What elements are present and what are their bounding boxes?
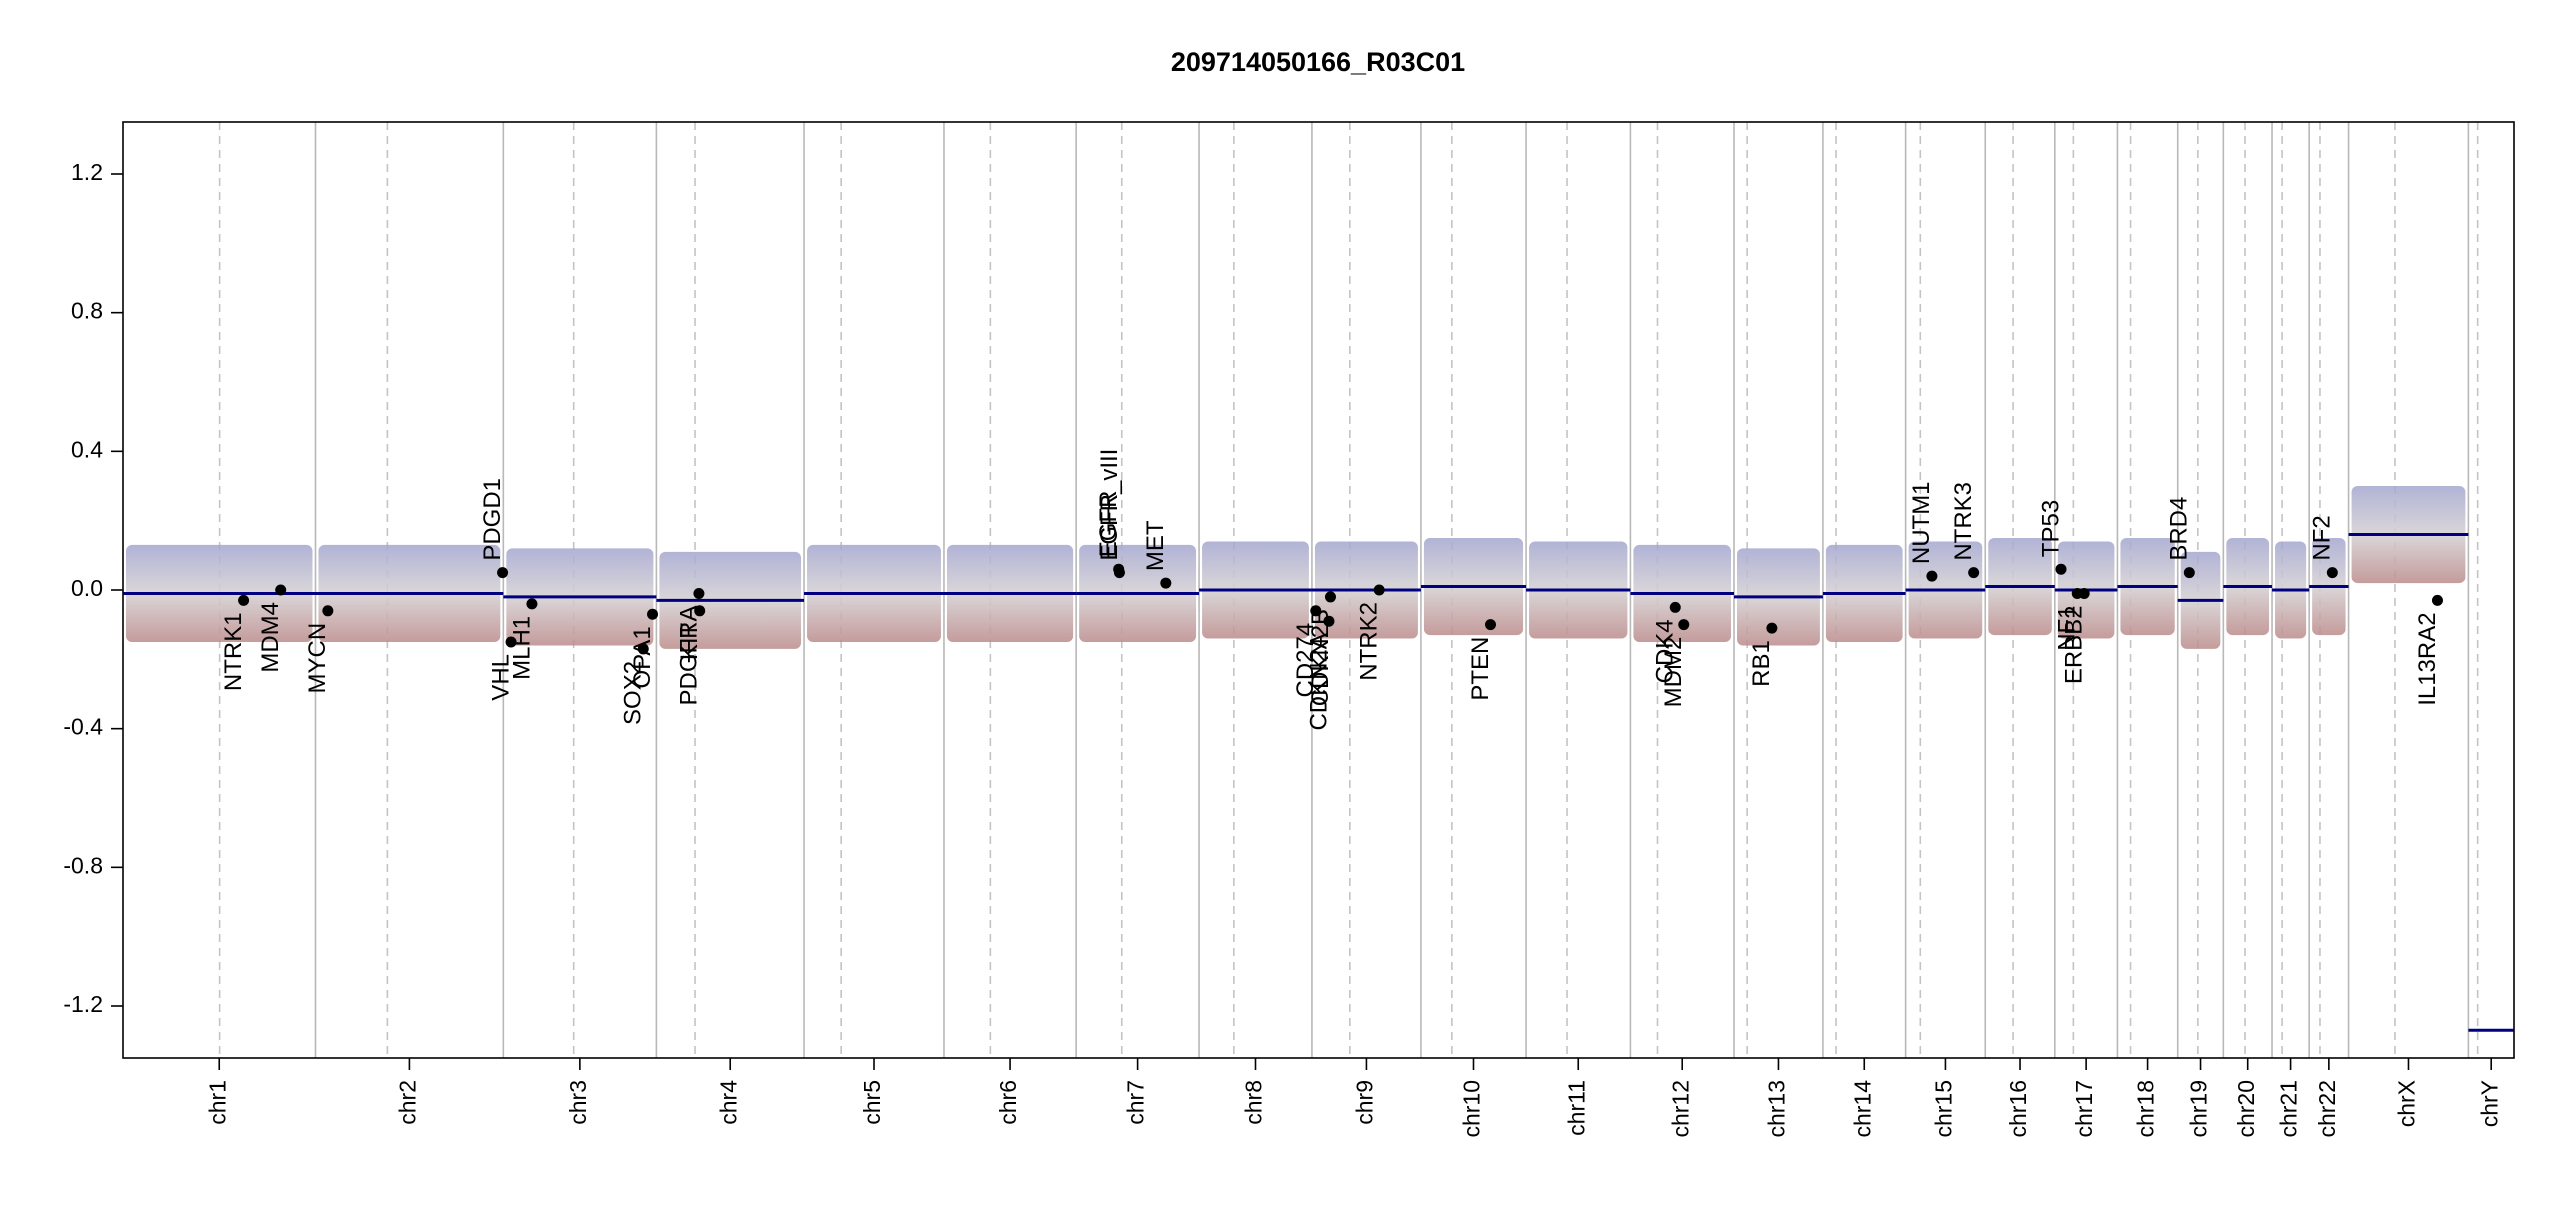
y-tick-label: -1.2 [63, 991, 103, 1017]
y-tick-label: -0.4 [63, 714, 103, 740]
gene-label: IL13RA2 [2414, 612, 2441, 705]
x-tick-label: chr17 [2071, 1080, 2097, 1138]
gene-point [1323, 615, 1335, 627]
plot-frame [122, 121, 2515, 1059]
gene-point [1678, 619, 1690, 631]
gene-point [2326, 567, 2338, 579]
gene-point [637, 643, 649, 655]
y-tick-label: 0.8 [71, 298, 103, 324]
gene-label: PTEN [1467, 637, 1494, 701]
gene-label: CDKN2B [1307, 609, 1334, 706]
gene-label: BRD4 [2166, 497, 2193, 561]
gene-point [2078, 587, 2090, 599]
gene-point [275, 584, 287, 596]
gene-point [2183, 567, 2195, 579]
x-tick-label: chr13 [1764, 1080, 1790, 1138]
gene-label: TP53 [2037, 500, 2064, 557]
gene-label: NF2 [2309, 515, 2336, 560]
chart-title: 209714050166_R03C01 [1171, 47, 1465, 77]
x-tick-label: chr12 [1667, 1080, 1693, 1138]
x-tick-label: chr20 [2233, 1080, 2259, 1138]
gene-point [1324, 591, 1336, 603]
gene-point [1310, 605, 1322, 617]
x-tick-label: chr11 [1563, 1080, 1589, 1136]
x-tick-label: chr22 [2314, 1080, 2340, 1138]
gene-label: CD274 [1292, 623, 1319, 698]
gene-label: MDM2 [1660, 637, 1687, 708]
x-tick-label: chr1 [204, 1080, 230, 1125]
gene-label: EGFR_vIII [1096, 449, 1123, 561]
gene-label: MET [1142, 520, 1169, 571]
y-tick-label: 0.0 [71, 575, 103, 601]
gene-point [526, 598, 538, 610]
gene-point [1485, 619, 1497, 631]
gene-label: EGFR [1095, 491, 1122, 558]
gene-label: MYCN [304, 623, 331, 694]
gene-label: PDGD1 [479, 478, 506, 561]
gene-point [1968, 567, 1980, 579]
x-tick-label: chr16 [2005, 1080, 2031, 1138]
gene-point [2055, 563, 2067, 575]
gene-label: SOX2 [620, 661, 647, 725]
gene-point [2431, 594, 2443, 606]
x-tick-label: chr19 [2186, 1080, 2212, 1138]
gene-label: NF1 [2054, 605, 2081, 650]
gene-point [693, 587, 705, 599]
gene-point [1373, 584, 1385, 596]
gene-point [1669, 601, 1681, 613]
gene-label: NTRK2 [1356, 602, 1383, 681]
x-tick-label: chr5 [859, 1080, 885, 1125]
gene-label: OPA1 [629, 626, 656, 688]
x-tick-label: chr9 [1352, 1080, 1378, 1125]
x-tick-label: chr4 [715, 1080, 741, 1125]
gene-label: RB1 [1748, 640, 1775, 687]
x-tick-label: chr2 [394, 1080, 420, 1125]
gene-point [1113, 567, 1125, 579]
gene-point [505, 636, 517, 648]
gene-point [322, 605, 334, 617]
gene-label: CDKN2A [1305, 633, 1332, 730]
gene-point [1160, 577, 1172, 589]
gene-label: CDK4 [1652, 619, 1679, 683]
gene-point [1766, 622, 1778, 634]
x-tick-label: chr10 [1459, 1080, 1485, 1138]
y-tick-label: 0.4 [71, 436, 103, 462]
gene-label: NTRK3 [1950, 482, 1977, 561]
gene-label: MDM4 [257, 602, 284, 673]
x-tick-label: chr14 [1849, 1080, 1875, 1138]
gene-label: KIT [676, 622, 703, 660]
gene-label: NTRK1 [220, 612, 247, 691]
gene-point [1926, 570, 1938, 582]
gene-label: NUTM1 [1908, 481, 1935, 564]
x-tick-label: chr21 [2276, 1080, 2302, 1138]
y-tick-label: 1.2 [71, 159, 103, 185]
x-tick-label: chr6 [995, 1080, 1021, 1125]
gene-point [238, 594, 250, 606]
gene-label: MLH1 [508, 616, 535, 680]
x-tick-label: chr7 [1123, 1080, 1149, 1125]
gene-label: ERBB2 [2061, 605, 2088, 684]
x-tick-label: chr3 [565, 1080, 591, 1125]
x-tick-label: chr15 [1931, 1080, 1957, 1138]
gene-point [497, 567, 509, 579]
gene-point [694, 605, 706, 617]
gene-label: VHL [487, 654, 514, 701]
x-tick-label: chrY [2476, 1080, 2502, 1127]
x-tick-label: chr8 [1241, 1080, 1267, 1125]
gene-label: PDGFRA [675, 605, 702, 705]
x-tick-label: chrX [2394, 1080, 2420, 1127]
gene-point [647, 608, 659, 620]
y-tick-label: -0.8 [63, 852, 103, 878]
x-tick-label: chr18 [2133, 1080, 2159, 1138]
